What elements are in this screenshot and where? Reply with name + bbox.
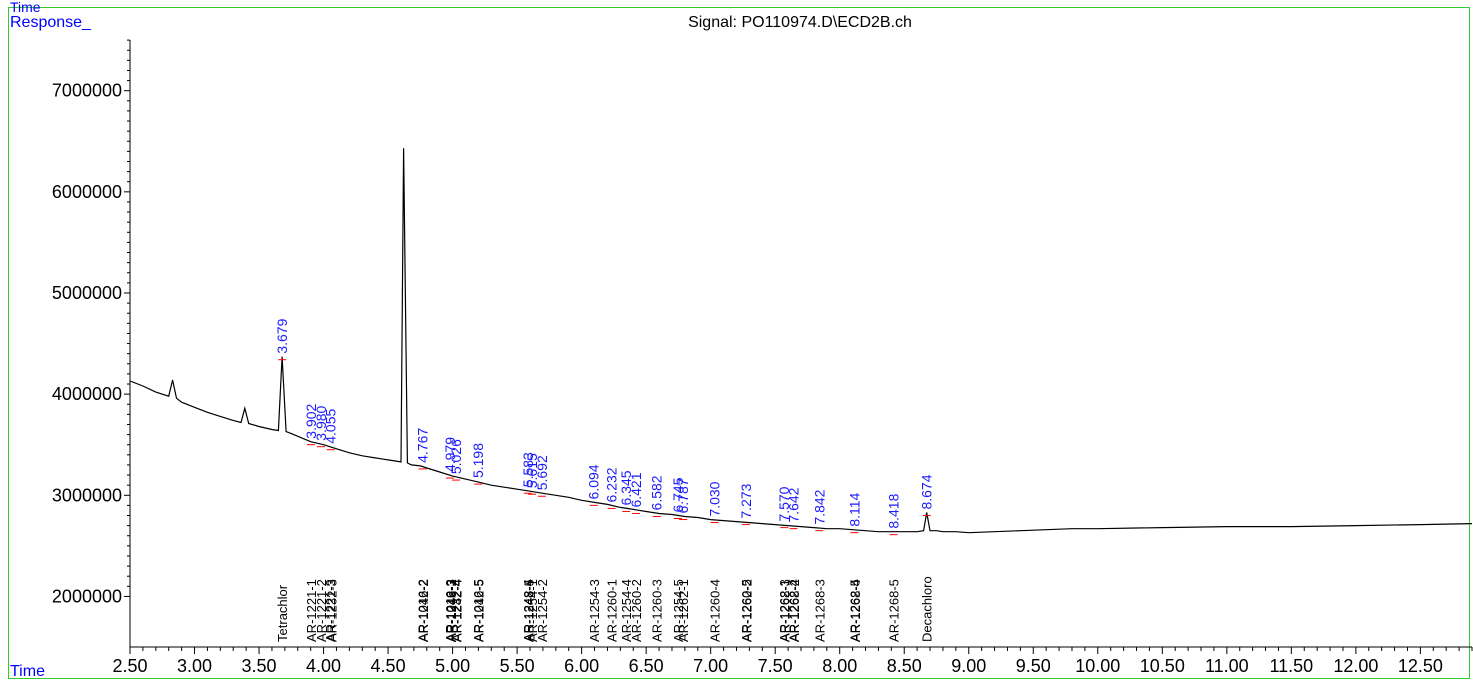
peak-label: 7.842 [811, 489, 827, 524]
compound-label: AR-1260-2 [629, 579, 644, 642]
compound-label: AR-1232-3 [324, 579, 339, 642]
compound-label: AR-1248-5 [522, 579, 537, 642]
compound-label: AR-1242-4 [449, 579, 464, 642]
compound-label: AR-1254-1 [525, 579, 540, 642]
peak-label: 7.642 [786, 487, 802, 522]
peak-label: 4.055 [323, 408, 339, 443]
compound-label: AR-1248-2 [444, 579, 459, 642]
compound-label: AR-1016-3 [443, 579, 458, 642]
y-tick-label: 5000000 [52, 283, 122, 303]
compound-label: AR-1268-4 [848, 579, 863, 642]
peak-label: 4.979 [442, 437, 458, 472]
x-tick-label: 3.00 [177, 656, 212, 676]
x-tick-label: 8.50 [887, 656, 922, 676]
peak-label: 5.692 [534, 455, 550, 490]
y-axis-label: Response_ [10, 14, 92, 31]
peak-label: 5.583 [520, 452, 536, 487]
compound-label: AR-1254-3 [587, 579, 602, 642]
x-tick-label: 6.00 [564, 656, 599, 676]
compound-label: AR-1262-1 [676, 579, 691, 642]
compound-label: AR-1260-4 [708, 579, 723, 642]
x-tick-label: 7.50 [758, 656, 793, 676]
x-tick-label: 9.50 [1016, 656, 1051, 676]
x-tick-label: 11.00 [1205, 656, 1249, 676]
compound-label: AR-1262-3 [777, 579, 792, 642]
compound-label: AR-1260-1 [605, 579, 620, 642]
peak-label: 8.418 [886, 493, 902, 528]
peak-label: 5.198 [470, 443, 486, 478]
y-tick-label: 3000000 [52, 485, 122, 505]
peak-label: 6.787 [675, 478, 691, 513]
compound-label: AR-1268-3 [812, 579, 827, 642]
top-time-label: Time [10, 0, 41, 15]
peak-label: 5.026 [448, 439, 464, 474]
y-tick-label: 6000000 [52, 182, 122, 202]
peak-label: 3.679 [274, 318, 290, 353]
x-tick-label: 7.00 [693, 656, 728, 676]
peak-label: 7.273 [738, 483, 754, 518]
peak-label: 8.674 [919, 474, 935, 509]
compound-label: AR-1254-2 [535, 579, 550, 642]
peak-label: 3.980 [313, 405, 329, 440]
compound-label: AR-1221-2 [314, 579, 329, 642]
x-tick-label: 10.00 [1075, 656, 1120, 676]
compound-label: AR-1262-5 [847, 579, 862, 642]
y-tick-label: 4000000 [52, 384, 122, 404]
x-tick-label: 9.00 [951, 656, 986, 676]
x-tick-label: 8.00 [822, 656, 857, 676]
compound-label: AR-1268-1 [778, 579, 793, 642]
x-tick-label: 12.00 [1333, 656, 1378, 676]
compound-label: AR-1242-5 [472, 579, 487, 642]
peak-label: 6.745 [670, 477, 686, 512]
peak-label: 6.421 [628, 472, 644, 507]
peak-label: 3.902 [303, 403, 319, 438]
compound-label: Tetrachlor [275, 584, 290, 642]
x-tick-label: 12.50 [1398, 656, 1443, 676]
compound-label: AR-1016-5 [471, 579, 486, 642]
x-tick-label: 4.00 [306, 656, 341, 676]
peak-label: 7.570 [776, 486, 792, 521]
compound-label: AR-1221-1 [304, 579, 319, 642]
x-tick-label: 6.50 [629, 656, 664, 676]
peak-label: 4.767 [415, 428, 431, 463]
compound-label: AR-1232-4 [449, 579, 464, 642]
x-tick-label: 5.50 [500, 656, 535, 676]
compound-label: AR-1262-2 [739, 579, 754, 642]
y-tick-label: 7000000 [52, 81, 122, 101]
signal-trace [129, 148, 1473, 534]
chart-title: Signal: PO110974.D\ECD2B.ch [688, 14, 912, 31]
compound-label: AR-1221-3 [323, 579, 338, 642]
compound-label: AR-1268-2 [787, 579, 802, 642]
y-tick-label: 2000000 [52, 586, 122, 606]
compound-label: AR-1242-3 [443, 579, 458, 642]
x-tick-label: 10.50 [1140, 656, 1185, 676]
compound-label: AR-1268-5 [887, 579, 902, 642]
compound-label: Decachloro [920, 576, 935, 642]
compound-label: AR-1248-4 [521, 579, 536, 642]
compound-label: AR-1260-5 [739, 579, 754, 642]
compound-label: AR-1254-5 [671, 579, 686, 642]
x-tick-label: 2.50 [112, 656, 147, 676]
x-tick-label: 3.50 [242, 656, 277, 676]
x-tick-label: 4.50 [371, 656, 406, 676]
x-tick-label: 5.00 [435, 656, 470, 676]
peak-label: 6.345 [618, 470, 634, 505]
peak-label: 6.232 [604, 467, 620, 502]
x-tick-label: 11.50 [1269, 656, 1313, 676]
x-axis-label: Time [10, 663, 45, 680]
compound-label: AR-1016-2 [416, 579, 431, 642]
compound-label: AR-1260-3 [650, 579, 665, 642]
peak-label: 6.582 [649, 475, 665, 510]
peak-label: 6.094 [586, 464, 602, 499]
compound-label: AR-1262-4 [787, 579, 802, 642]
compound-label: AR-1254-4 [619, 579, 634, 642]
compound-label: AR-1242-2 [416, 579, 431, 642]
peak-label: 8.114 [846, 492, 862, 526]
peak-label: 7.030 [706, 481, 722, 516]
peak-label: 5.615 [524, 453, 540, 488]
